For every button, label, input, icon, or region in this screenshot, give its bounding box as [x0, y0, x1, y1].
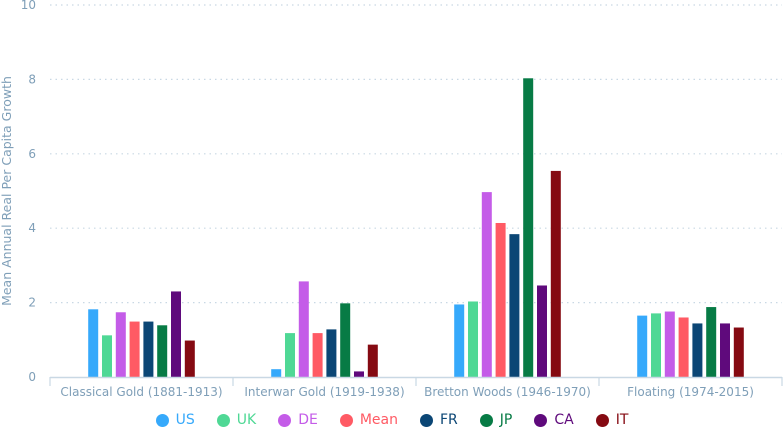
bar-de[interactable]: [298, 281, 309, 377]
y-tick-label: 10: [21, 0, 36, 12]
bar-us[interactable]: [454, 304, 465, 377]
bar-it[interactable]: [367, 344, 378, 377]
x-tick-label: Bretton Woods (1946-1970): [424, 385, 591, 399]
legend-dot-icon: [595, 413, 609, 427]
bar-mean[interactable]: [495, 222, 506, 377]
x-tick-label: Floating (1974-2015): [627, 385, 754, 399]
bar-mean[interactable]: [312, 333, 323, 377]
legend-item-ca[interactable]: CA: [534, 412, 574, 428]
legend-item-jp[interactable]: JP: [479, 412, 513, 428]
bar-us[interactable]: [637, 315, 648, 377]
legend-label: DE: [298, 412, 318, 428]
bar-jp[interactable]: [523, 78, 534, 377]
y-tick-label: 6: [28, 147, 36, 161]
legend-dot-icon: [278, 413, 292, 427]
bar-uk[interactable]: [102, 335, 112, 377]
bar-jp[interactable]: [706, 307, 717, 377]
bar-de[interactable]: [481, 192, 492, 377]
bar-fr[interactable]: [692, 323, 703, 377]
y-tick-label: 2: [28, 296, 36, 310]
legend-label: US: [175, 412, 195, 428]
bar-mean[interactable]: [129, 321, 140, 377]
bar-fr[interactable]: [326, 329, 337, 377]
legend-item-de[interactable]: DE: [278, 412, 318, 428]
legend-label: IT: [615, 412, 629, 428]
legend-dot-icon: [339, 413, 353, 427]
y-axis-label: Mean Annual Real Per Capita Growth: [0, 76, 14, 306]
bar-jp[interactable]: [340, 303, 351, 377]
bar-uk[interactable]: [285, 333, 295, 377]
legend-label: CA: [554, 412, 574, 428]
bar-it[interactable]: [550, 170, 561, 377]
bar-us[interactable]: [271, 369, 282, 377]
bar-uk[interactable]: [468, 301, 478, 377]
y-tick-label: 0: [28, 370, 36, 384]
bar-mean[interactable]: [678, 317, 689, 377]
bar-ca[interactable]: [720, 323, 730, 377]
bar-de[interactable]: [664, 311, 675, 377]
legend-dot-icon: [534, 413, 548, 427]
legend-dot-icon: [419, 413, 433, 427]
legend: US UK DE Mean FR JP CA IT: [0, 412, 784, 428]
bar-it[interactable]: [184, 340, 195, 377]
bar-ca[interactable]: [537, 285, 547, 377]
bar-ca[interactable]: [171, 291, 181, 377]
legend-dot-icon: [216, 413, 230, 427]
legend-item-us[interactable]: US: [155, 412, 195, 428]
y-tick-label: 4: [28, 221, 36, 235]
bar-uk[interactable]: [651, 313, 661, 377]
legend-dot-icon: [155, 413, 169, 427]
legend-label: FR: [439, 412, 458, 428]
legend-label: UK: [236, 412, 257, 428]
x-tick-label: Interwar Gold (1919-1938): [244, 385, 404, 399]
legend-item-mean[interactable]: Mean: [339, 412, 398, 428]
x-tick-label: Classical Gold (1881-1913): [60, 385, 222, 399]
bar-chart: 0 2 4 6 8 10 Classical Gold (1881-1913) Interwa…: [0, 0, 783, 399]
y-tick-label: 8: [28, 72, 36, 86]
bar-it[interactable]: [733, 327, 744, 377]
bar-fr[interactable]: [143, 321, 154, 377]
legend-dot-icon: [479, 413, 493, 427]
legend-item-uk[interactable]: UK: [216, 412, 257, 428]
bar-fr[interactable]: [509, 234, 520, 377]
bar-jp[interactable]: [157, 325, 168, 377]
bar-ca[interactable]: [354, 371, 364, 377]
bar-de[interactable]: [115, 312, 126, 377]
legend-label: Mean: [359, 412, 398, 428]
legend-item-it[interactable]: IT: [595, 412, 629, 428]
bar-us[interactable]: [88, 309, 99, 377]
legend-label: JP: [499, 412, 513, 428]
legend-item-fr[interactable]: FR: [419, 412, 458, 428]
